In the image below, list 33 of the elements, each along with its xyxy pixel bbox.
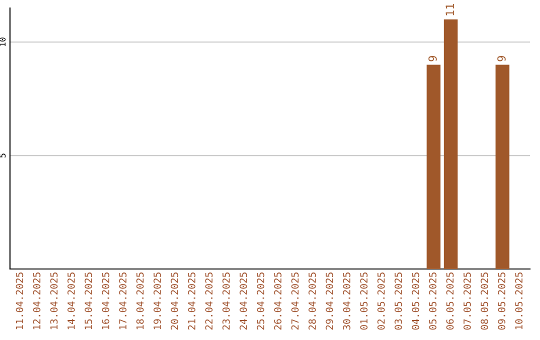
x-tick-label: 27.04.2025 xyxy=(291,272,299,330)
x-tick-label: 13.04.2025 xyxy=(50,272,58,330)
x-tick-label: 29.04.2025 xyxy=(326,272,334,330)
x-tick-label: 23.04.2025 xyxy=(222,272,230,330)
data-label: 11 xyxy=(446,4,454,16)
x-tick-label: 10.05.2025 xyxy=(515,272,523,330)
x-tick-label: 09.05.2025 xyxy=(498,272,506,330)
x-tick-label: 25.04.2025 xyxy=(256,272,264,330)
x-tick-label: 01.05.2025 xyxy=(360,272,368,330)
x-tick-label: 20.04.2025 xyxy=(170,272,178,330)
x-tick-label: 14.04.2025 xyxy=(67,272,75,330)
x-tick-label: 11.04.2025 xyxy=(16,272,24,330)
x-tick-label: 03.05.2025 xyxy=(394,272,402,330)
x-tick-label: 22.04.2025 xyxy=(205,272,213,330)
x-tick-label: 18.04.2025 xyxy=(136,272,144,330)
x-tick-label: 08.05.2025 xyxy=(480,272,488,330)
x-tick-label: 26.04.2025 xyxy=(274,272,282,330)
x-tick-label: 15.04.2025 xyxy=(84,272,92,330)
x-tick-label: 06.05.2025 xyxy=(446,272,454,330)
x-tick-label: 07.05.2025 xyxy=(464,272,471,330)
x-tick-label: 30.04.2025 xyxy=(342,272,350,330)
data-label: 9 xyxy=(497,56,506,62)
x-tick-label: 16.04.2025 xyxy=(102,272,110,330)
x-tick-label: 17.04.2025 xyxy=(119,272,126,330)
x-tick-label: 05.05.2025 xyxy=(429,272,436,330)
x-tick-label: 04.05.2025 xyxy=(412,272,420,330)
x-tick-label: 12.04.2025 xyxy=(33,272,40,330)
data-label: 9 xyxy=(428,56,437,62)
x-tick-label: 28.04.2025 xyxy=(308,272,316,330)
x-tick-label: 19.04.2025 xyxy=(154,272,161,330)
x-tick-label: 21.04.2025 xyxy=(188,272,196,330)
x-tick-label: 02.05.2025 xyxy=(377,272,385,330)
x-tick-label: 24.04.2025 xyxy=(240,272,248,330)
